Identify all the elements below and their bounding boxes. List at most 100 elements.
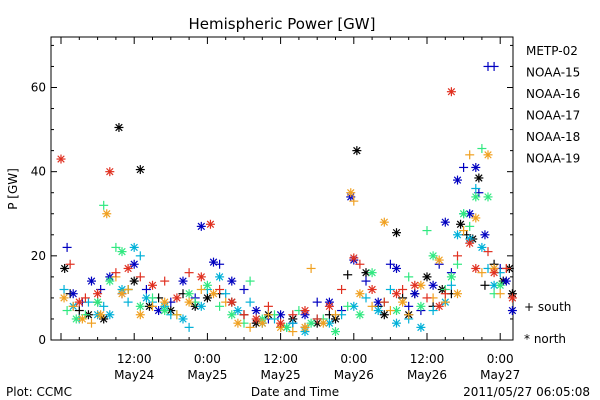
north-point <box>446 272 456 282</box>
north-point <box>434 255 444 265</box>
north-point <box>483 192 493 202</box>
y-tick-label: 40 <box>31 165 46 179</box>
north-point <box>331 327 340 337</box>
south-point <box>465 221 475 231</box>
plot-frame <box>50 36 514 341</box>
series-noaa-19 <box>56 87 517 328</box>
south-point <box>148 293 157 303</box>
series-noaa-15 <box>62 61 517 328</box>
y-tick-label: 0 <box>38 333 46 347</box>
y-axis-label: P [GW] <box>6 168 20 210</box>
south-point <box>355 259 365 269</box>
x-tick-label-time: 0:00 <box>194 352 221 366</box>
north-point <box>105 310 115 320</box>
north-point <box>172 293 182 303</box>
north-point <box>227 276 237 286</box>
north-point <box>117 289 127 299</box>
north-point <box>202 293 212 303</box>
south-point <box>471 184 481 193</box>
south-point <box>123 285 133 294</box>
x-tick-label-time: 0:00 <box>340 352 367 366</box>
north-point <box>428 280 438 290</box>
legend-north-symbol: * north <box>524 332 566 346</box>
north-point <box>114 122 124 132</box>
footer-right: 2011/05/27 06:05:08 <box>463 385 590 399</box>
south-point <box>495 289 505 299</box>
south-point <box>477 144 487 154</box>
north-point <box>379 217 389 227</box>
south-point <box>477 268 487 278</box>
south-point <box>465 150 475 160</box>
north-point <box>135 165 145 175</box>
south-point <box>379 297 389 307</box>
legend-entry: NOAA-15 <box>526 66 580 80</box>
north-point <box>209 257 218 267</box>
north-point <box>489 268 499 278</box>
x-tick-label-date: May25 <box>187 368 227 382</box>
south-point <box>398 285 408 294</box>
series-noaa-18 <box>59 150 505 337</box>
south-point <box>148 301 157 311</box>
north-point <box>465 238 475 248</box>
north-point <box>474 173 484 183</box>
footer-left: Plot: CCMC <box>6 385 72 399</box>
north-point <box>306 318 316 328</box>
north-point <box>416 301 426 311</box>
x-tick-label-time: 12:00 <box>117 352 152 366</box>
north-point <box>459 209 469 219</box>
south-point <box>245 322 255 332</box>
north-point <box>416 322 426 332</box>
south-point <box>111 242 121 252</box>
south-point <box>337 285 347 294</box>
north-point <box>318 318 328 328</box>
north-point <box>483 150 493 160</box>
south-point <box>367 301 377 311</box>
x-tick-label-date: May25 <box>261 368 301 382</box>
x-axis-label: Date and Time <box>251 385 339 399</box>
north-point <box>453 289 462 299</box>
north-point <box>410 289 420 299</box>
north-point <box>501 276 511 286</box>
south-point <box>288 318 298 328</box>
north-point <box>99 314 109 324</box>
data-points <box>56 61 517 337</box>
north-point <box>148 280 157 290</box>
south-point <box>385 259 395 269</box>
north-point <box>105 276 115 286</box>
south-point <box>62 306 72 316</box>
south-point <box>65 259 75 269</box>
south-point <box>312 297 322 307</box>
south-point <box>196 285 206 294</box>
north-point <box>129 259 139 269</box>
north-point <box>434 301 444 311</box>
x-tick-label-time: 12:00 <box>410 352 445 366</box>
north-point <box>129 276 139 286</box>
south-point <box>59 285 69 294</box>
y-tick-label: 60 <box>31 81 46 95</box>
south-point <box>428 306 438 316</box>
south-point <box>184 268 194 278</box>
north-point <box>77 314 87 324</box>
north-point <box>471 162 481 172</box>
south-point <box>288 327 298 337</box>
south-point <box>215 301 225 311</box>
south-point <box>343 270 353 280</box>
south-point <box>306 263 316 273</box>
north-point <box>300 322 310 332</box>
north-point <box>178 276 188 286</box>
north-point <box>184 297 194 307</box>
x-tick-label-date: May24 <box>114 368 154 382</box>
south-point <box>404 310 414 320</box>
south-point <box>453 259 462 269</box>
north-point <box>93 297 103 307</box>
north-point <box>346 188 356 198</box>
south-point <box>422 293 432 303</box>
north-point <box>117 247 127 257</box>
north-point <box>135 310 145 320</box>
north-point <box>215 272 225 282</box>
south-point <box>312 314 322 324</box>
north-point <box>507 293 517 303</box>
legend-south-symbol: + south <box>524 300 571 314</box>
legend-entry: NOAA-18 <box>526 130 580 144</box>
